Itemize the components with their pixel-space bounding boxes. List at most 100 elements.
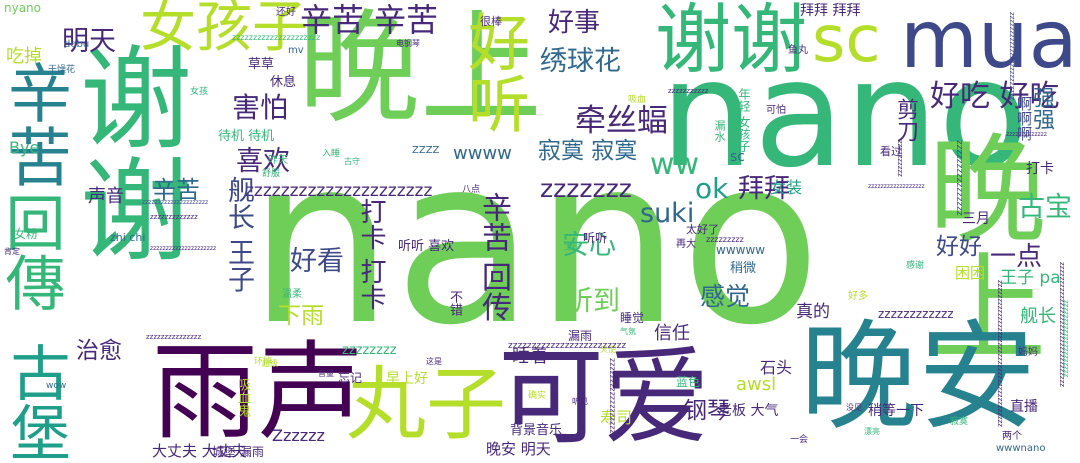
word-shufu: 舒服	[262, 169, 281, 179]
word-zhende: 真的	[796, 302, 830, 322]
word-wwwnano: wwwnano	[996, 443, 1046, 454]
word-nyano: nyano	[4, 1, 42, 15]
word-shaowei: 稍微	[730, 261, 757, 276]
word-nano: nano	[660, 28, 1029, 200]
word-nvhai: 女孩	[190, 87, 209, 97]
word-gangqin: 钢琴	[684, 398, 730, 424]
word-henbang: 很棒	[480, 15, 502, 28]
word-wenrou: 温柔	[282, 289, 302, 300]
word-anxin: 安心	[562, 230, 616, 261]
word-laoban: 老板 大气	[718, 403, 779, 419]
word-xinku-huichuan: 辛苦 回传	[476, 192, 511, 322]
word-gubao-small: 古宝	[1018, 192, 1072, 223]
word-mua: mua	[900, 0, 1078, 86]
word-zaida: 再大	[676, 239, 696, 250]
word-zzz-21-teal: zzzzzzzzzzzzzzzzzzzzz	[232, 33, 321, 42]
word-tingjian: 听见	[572, 397, 588, 406]
word-gushou: 古守	[344, 157, 360, 166]
word-louyu: 漏雨	[568, 329, 593, 343]
word-jimo-jimo: 寂寞 寂寞	[538, 138, 638, 164]
word-xihuan: 喜欢	[236, 146, 290, 177]
word-xiayu: 下雨	[278, 303, 324, 329]
word-meijian: 没见	[846, 403, 862, 412]
word-zzzzzzz: zzzzzzz	[540, 174, 632, 203]
word-zheshi: 这是	[426, 357, 442, 366]
word-baibai: 拜拜	[738, 174, 791, 204]
word-beijingyinyue: 背景音乐	[510, 423, 563, 438]
word-zaoshanghao: 早上好	[386, 371, 428, 387]
word-zzz-11: zzzzzzzzzzz	[668, 87, 709, 95]
word-zzzzzz-cap: Zzzzzz	[272, 426, 325, 445]
word-sc-small: sc	[730, 149, 745, 165]
word-aaa: 啊啊啊	[1015, 96, 1033, 141]
word-zzz-nine: zzzzzzzzz	[706, 235, 744, 244]
word-zzzz-cap: ZZZZ	[412, 145, 440, 156]
word-diangangqin: 电钢琴	[396, 39, 420, 48]
word-tianshi: 天使	[600, 345, 616, 354]
word-wanan-mingtian: 晚安 明天	[486, 440, 551, 458]
word-haipa: 害怕	[232, 91, 289, 124]
word-haihao: 还好	[276, 7, 296, 18]
word-yidian: 一点	[990, 242, 1043, 272]
word-xinren: 信任	[654, 323, 690, 344]
word-loushui: 漏水	[713, 120, 726, 142]
word-xixuegui: 吸血鬼	[235, 378, 250, 417]
word-qiansifu: 牵丝蝠	[575, 103, 668, 139]
word-ww: ww	[650, 147, 700, 182]
word-chaoji: 超级	[262, 359, 278, 368]
word-xiexie: 谢谢	[61, 40, 191, 264]
word-ganjue: 感觉	[700, 282, 751, 311]
word-wanshang: 晚上	[908, 128, 1046, 364]
word-daka-daka: 打卡 打卡	[356, 198, 386, 311]
word-haochi: 好吃 好吃	[930, 79, 1060, 114]
word-chengbao-louyu: 城堡 漏雨	[212, 445, 264, 459]
word-qiangqiang: 强强	[1029, 86, 1054, 130]
word-dazhangfu: 大丈夫 大丈夫	[152, 442, 247, 460]
word-sc: sc	[812, 3, 881, 77]
word-taihaole: 太好了	[686, 223, 719, 236]
word-tingting-xihuan: 听听 喜欢	[398, 239, 455, 254]
word-zzz-13b: zzzzzzzzzzzzz	[1006, 131, 1047, 138]
word-yihui: 一会	[790, 435, 809, 445]
word-lanse: 蓝色	[676, 375, 701, 389]
word-shengyin: 声音	[88, 186, 124, 207]
word-ganzaohua: 干燥花	[48, 65, 76, 75]
word-tingting: 听听	[583, 231, 608, 245]
word-zzz-16: zzzzzzzzzzzzzzzz	[954, 140, 964, 216]
word-awsl: awsl	[736, 374, 777, 395]
word-shousi: 寿司	[600, 408, 633, 427]
word-piaoliang: 漂亮	[864, 427, 880, 436]
word-xiexie: 谢谢	[655, 0, 807, 84]
word-kepa: 可怕	[766, 105, 786, 116]
word-chidiao: 吃掉	[6, 46, 42, 67]
word-suki: suki	[640, 198, 695, 229]
word-zzz-40: zzzzzzzzzzzzzzzzzzzzzzzzzzzzzzzzzzzzzzzz	[996, 280, 1004, 427]
word-wanan: 晚安	[800, 308, 1037, 446]
word-bucuo: 不错	[447, 290, 462, 316]
word-xinku: 辛苦	[152, 176, 200, 204]
word-yinliang: 音量	[318, 369, 334, 378]
word-wow: wow	[46, 381, 67, 391]
word-wwww: wwww	[453, 143, 512, 164]
word-zzz-15: zzzzzzzzzzzzzzz	[146, 333, 202, 341]
word-jianzhang-wangzi: 舰长 王子	[223, 176, 254, 293]
word-zzz-21-blue: zzzzzzzzzzzzzzzzzzzzz	[142, 199, 209, 206]
word-bye: Bye	[9, 138, 40, 157]
word-ganxie: 感谢	[906, 261, 925, 271]
word-haoshi: 好事	[548, 8, 601, 38]
word-xiuxi: 休息	[270, 75, 297, 90]
word-qifen: 气氛	[620, 327, 636, 336]
word-zzz-24: zzzzzzzzzzzzzzzzzzzzzzzz	[1008, 12, 1016, 101]
word-jimo: 寂寞	[950, 417, 969, 427]
word-tingdao: 听到	[566, 286, 620, 317]
word-wangzi-pa: 王子 pa	[1000, 268, 1061, 288]
word-kending: 肯定	[4, 247, 20, 256]
word-haoduo: 好多	[848, 291, 868, 302]
word-zzz-21: zzzzzzzzzzzzzzzzzzzzz	[150, 245, 217, 252]
word-nianqing-nvhaizi: 年轻 女孩子	[737, 88, 751, 152]
word-xinku: 辛苦	[0, 60, 71, 188]
word-keai: 可爱	[498, 336, 710, 459]
word-zzzzzzzz: zzzzzzzz	[342, 343, 397, 358]
word-baibai-baibai: 拜拜 拜拜	[800, 3, 861, 19]
